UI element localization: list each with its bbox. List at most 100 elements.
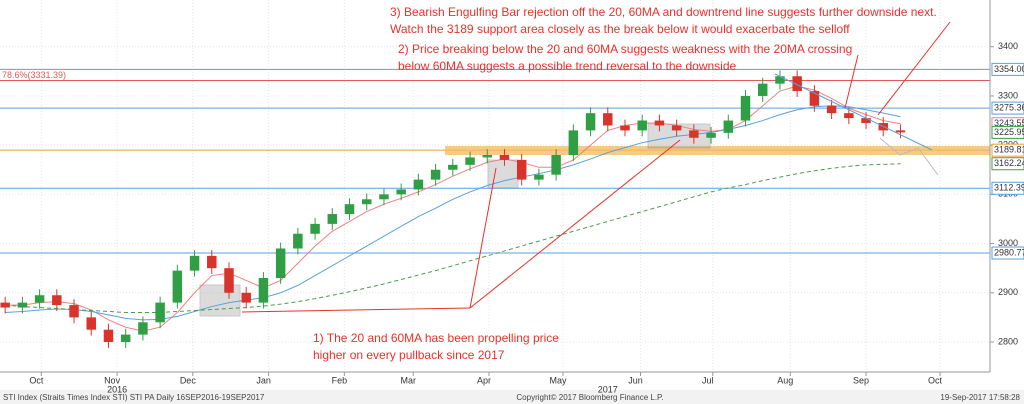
candle-body [654, 120, 665, 126]
annotation: below 60MA suggests a possible trend rev… [398, 59, 737, 73]
arrows [241, 21, 951, 313]
candle-body [706, 132, 716, 138]
candle-body [17, 302, 28, 308]
price-tag-label: 3225.95 [994, 127, 1024, 137]
year-label: 2016 [107, 384, 127, 394]
arrow [241, 307, 471, 313]
candle-body [258, 278, 269, 303]
candle-body [241, 292, 251, 303]
candle-body [413, 179, 424, 190]
candle-body [138, 322, 148, 335]
candle-body [120, 334, 131, 342]
moving-average [5, 163, 901, 313]
arrow [469, 139, 681, 309]
candle-body [585, 113, 596, 131]
candle-body [0, 302, 10, 308]
candle-body [396, 189, 406, 195]
candle-body [620, 125, 630, 131]
x-tick-label: Dec [180, 375, 197, 385]
annotation: 3) Bearish Engulfing Bar rejection off t… [390, 5, 937, 19]
downtrend-line [774, 73, 933, 151]
footer-left: STI Index (Straits Times Index STI) STI … [3, 393, 265, 402]
support-zone [445, 146, 990, 155]
price-tag-label: 3112.39 [994, 183, 1024, 193]
price-tag [991, 157, 1024, 171]
candle-body [895, 130, 906, 133]
price-tag-label: 3162.24 [994, 158, 1024, 168]
footer-bar [0, 390, 1024, 404]
annotation: 2) Price breaking below the 20 and 60MA … [398, 42, 852, 56]
candle-body [534, 174, 544, 180]
fib-label: 78.6%(3331.39) [2, 70, 66, 80]
x-tick-label: Jul [702, 375, 714, 385]
candle-body [499, 155, 510, 160]
candle-body [52, 295, 62, 306]
x-tick-label: Jun [628, 375, 643, 385]
candle-body [86, 317, 96, 330]
candle-body [69, 305, 79, 318]
candle-body [465, 157, 475, 165]
candle-body [344, 204, 355, 215]
candle-body [861, 118, 871, 124]
candle-body [207, 255, 217, 269]
candle-body [637, 120, 647, 131]
candle-body [448, 164, 458, 170]
candle-body [155, 302, 165, 323]
x-tick-label: Nov [104, 375, 121, 385]
price-tag-label: 3189.81 [994, 145, 1024, 155]
annotations: 3) Bearish Engulfing Bar rejection off t… [313, 5, 937, 362]
candle-body [189, 255, 200, 271]
price-tag-label: 3354.00 [994, 64, 1024, 74]
price-tag [991, 246, 1024, 260]
y-tick-label: 2900 [998, 287, 1018, 297]
x-tick-label: Jan [256, 375, 271, 385]
candle-body [689, 130, 699, 138]
candle-body [361, 199, 372, 205]
candle-body [172, 270, 183, 303]
arrow [469, 167, 497, 309]
candle-body [293, 233, 303, 249]
price-tag [991, 125, 1024, 139]
highlight-box [199, 284, 241, 317]
y-tick-label: 2800 [998, 336, 1018, 346]
price-tag [991, 181, 1024, 195]
candle-body [568, 130, 579, 155]
candle-body [723, 120, 734, 133]
y-tick-label: 3000 [998, 238, 1018, 248]
footer-right: 19-Sep-2017 17:58:28 [940, 393, 1020, 402]
candle-body [740, 95, 751, 121]
x-tick-label: Oct [928, 375, 943, 385]
x-tick-label: Apr [477, 375, 491, 385]
price-tag-label: 3275.36 [994, 102, 1024, 112]
candle-body [809, 91, 820, 106]
candle-body [603, 113, 613, 126]
candle-body [275, 248, 286, 279]
candle-body [327, 214, 338, 224]
moving-average [5, 85, 901, 332]
x-tick-label: Aug [777, 375, 793, 385]
candle-body [775, 76, 785, 84]
candle-body [516, 159, 527, 180]
x-tick-label: Feb [332, 375, 348, 385]
arrow [877, 21, 951, 116]
candle-body [826, 105, 837, 114]
candle-body [224, 268, 234, 293]
y-tick-label: 3300 [998, 90, 1018, 100]
y-tick-label: 3400 [998, 41, 1018, 51]
candle-body [792, 76, 802, 92]
x-tick-label: Mar [400, 375, 416, 385]
x-tick-label: May [550, 375, 568, 385]
candle-body [34, 295, 45, 303]
candle-body [757, 83, 768, 96]
year-label: 2017 [598, 384, 618, 394]
drawings [241, 21, 951, 313]
annotation: Watch the 3189 support area closely as t… [390, 22, 850, 36]
candle-body [551, 155, 561, 175]
candle-body [430, 169, 441, 180]
arrow [844, 54, 859, 109]
moving-average [5, 105, 901, 321]
x-tick-label: Sep [853, 375, 869, 385]
footer-center: Copyright© 2017 Bloomberg Finance L.P. [516, 393, 663, 402]
candle-body [844, 113, 854, 119]
